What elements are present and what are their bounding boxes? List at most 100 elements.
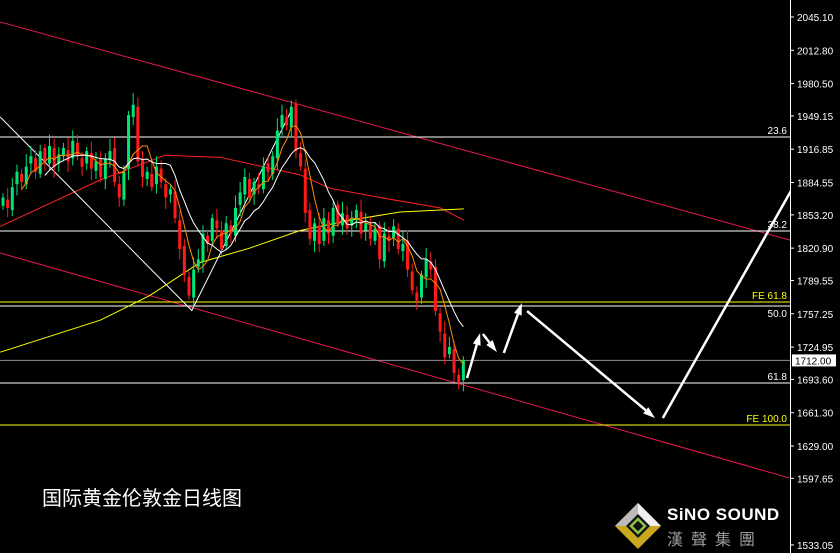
candle xyxy=(38,144,42,178)
candle xyxy=(29,145,33,174)
candle-body xyxy=(173,191,177,219)
candle-body xyxy=(29,156,33,164)
diamond-logo-icon xyxy=(615,503,661,549)
candle xyxy=(392,219,396,246)
axis-tick-label: 1820.90 xyxy=(797,244,834,255)
candle-body xyxy=(299,153,303,167)
candle-body xyxy=(452,349,456,373)
candle-body xyxy=(136,106,140,162)
forecast-arrow xyxy=(465,333,481,379)
candle xyxy=(299,141,303,171)
candle-body xyxy=(57,154,61,164)
arrow-head xyxy=(472,333,481,346)
candle xyxy=(48,134,51,170)
chart-caption: 国际黄金伦敦金日线图 xyxy=(42,486,242,510)
candle-body xyxy=(99,158,103,177)
candle-body xyxy=(131,104,135,118)
candle xyxy=(187,271,191,300)
candle xyxy=(6,188,10,218)
candle-body xyxy=(234,207,237,236)
candle-body xyxy=(61,148,65,157)
candle-body xyxy=(308,209,312,239)
arrow-head xyxy=(514,302,522,316)
candle xyxy=(229,220,233,243)
candle xyxy=(443,321,447,365)
candle-body xyxy=(178,220,182,250)
candle xyxy=(317,212,321,253)
candle xyxy=(85,147,89,170)
candle-body xyxy=(424,259,428,277)
candle xyxy=(359,199,363,239)
level-label: 50.0 xyxy=(768,309,788,320)
candle-body xyxy=(387,235,391,241)
company-logo: SiNO SOUND 漢聲集團 xyxy=(612,500,784,553)
candle xyxy=(52,138,56,178)
candle xyxy=(20,168,24,191)
candle-body xyxy=(350,218,354,226)
candle xyxy=(99,151,103,183)
candle xyxy=(10,177,14,217)
level-label: 61.8 xyxy=(768,372,788,383)
zigzag-line xyxy=(0,108,293,312)
candle xyxy=(136,97,140,167)
channel-line-0 xyxy=(0,21,790,241)
axis-tick-label: 1949.15 xyxy=(797,112,834,123)
candle-body xyxy=(24,166,28,185)
candle-body xyxy=(103,158,107,179)
candle-body xyxy=(266,163,270,172)
candle-body xyxy=(438,313,442,332)
candle xyxy=(401,231,405,262)
forecast-arrow xyxy=(526,310,655,418)
candle xyxy=(327,211,330,244)
candle xyxy=(461,356,465,392)
candle-body xyxy=(94,161,98,171)
candle-body xyxy=(280,115,284,128)
axis-tick-label: 1757.25 xyxy=(797,310,834,321)
candle-body xyxy=(433,266,437,311)
candle xyxy=(150,161,154,192)
candle xyxy=(261,157,265,194)
candle-body xyxy=(392,226,396,238)
long-ma-red xyxy=(0,154,465,227)
arrow-shaft xyxy=(526,310,647,412)
axis-tick-label: 1693.60 xyxy=(797,375,834,386)
candle-body xyxy=(257,184,261,188)
candle xyxy=(66,137,70,172)
candle-body xyxy=(145,171,149,179)
candle xyxy=(80,152,84,176)
candle xyxy=(331,201,335,243)
forecast-arrow xyxy=(661,190,790,419)
candle xyxy=(271,151,275,181)
candle-body xyxy=(317,225,321,244)
candle xyxy=(201,225,205,273)
candle-body xyxy=(294,103,298,152)
candle-body xyxy=(410,271,414,291)
candle-body xyxy=(229,225,233,234)
candle-body xyxy=(168,189,172,195)
candle-body xyxy=(303,168,307,213)
candle xyxy=(266,156,270,182)
candle xyxy=(215,208,219,239)
candle-body xyxy=(34,158,38,172)
candle-body xyxy=(6,199,10,208)
candle xyxy=(424,248,428,289)
arrow-shaft xyxy=(661,190,790,419)
candle-body xyxy=(327,220,330,234)
candle-body xyxy=(420,274,423,298)
candle-body xyxy=(415,292,419,301)
arrow-shaft xyxy=(502,313,520,354)
candle xyxy=(210,214,214,246)
candle-body xyxy=(378,225,382,260)
candle xyxy=(57,147,61,172)
candle-body xyxy=(89,153,93,169)
level-label: 38.2 xyxy=(768,220,788,231)
candle-body xyxy=(447,347,451,355)
level-label: FE 61.8 xyxy=(752,291,787,302)
candle-body xyxy=(75,142,79,157)
candle-body xyxy=(141,158,144,177)
candle xyxy=(34,150,38,179)
forecast-arrow xyxy=(502,302,522,354)
candle-body xyxy=(238,192,242,205)
